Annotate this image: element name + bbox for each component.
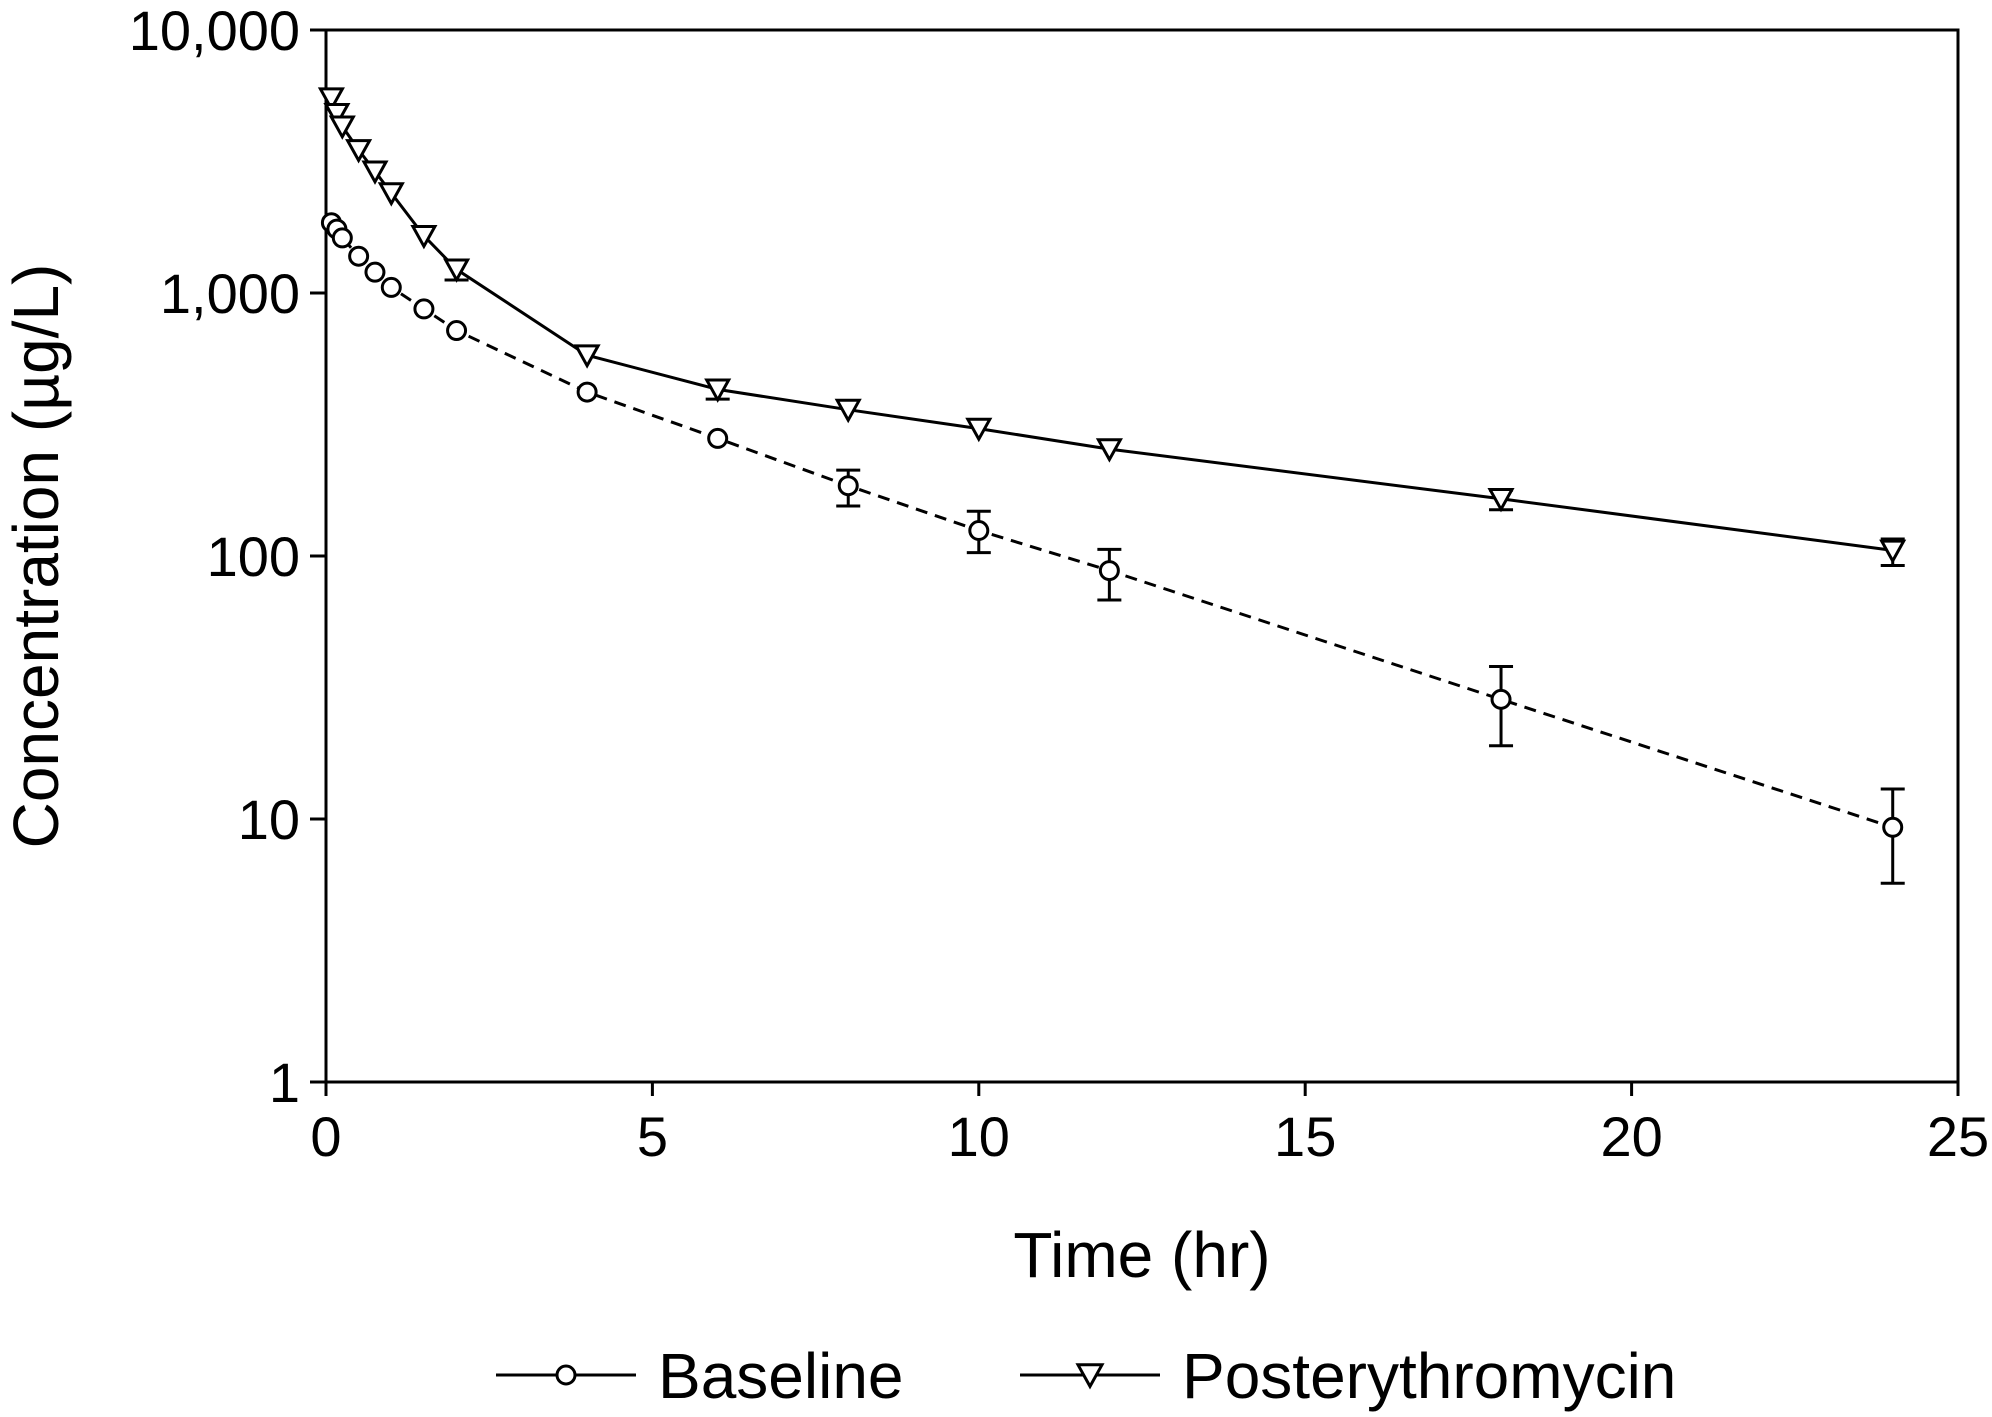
data-point-baseline-10 [837,475,859,497]
y-axis: 1 10 100 1,000 10,000 [129,0,326,1114]
data-point-baseline-2 [331,227,353,249]
data-point-posterythromycin-0 [317,87,345,112]
data-point-posterythromycin-3 [345,139,373,164]
x-axis-title: Time (hr) [1013,1219,1270,1291]
x-tick-label-15: 15 [1274,1105,1336,1168]
legend-item-baseline: Baseline [496,1340,904,1412]
data-point-posterythromycin-8 [573,344,601,369]
data-point-posterythromycin-7 [443,258,471,283]
data-point-posterythromycin-11 [965,417,993,443]
data-point-baseline-11 [968,520,990,542]
legend-marker-posterythromycin [1075,1363,1105,1390]
data-point-baseline-6 [413,298,435,320]
data-point-baseline-5 [380,276,402,298]
series-line-baseline [330,221,1894,829]
series-posterythromycin [317,87,1907,568]
data-point-posterythromycin-14 [1879,539,1907,564]
data-point-posterythromycin-10 [834,398,862,424]
data-point-posterythromycin-1 [323,103,351,128]
legend-marker-baseline [555,1364,577,1386]
data-point-baseline-9 [707,427,729,449]
data-point-baseline-12 [1098,560,1120,582]
data-point-posterythromycin-9 [704,378,732,403]
legend-label-baseline: Baseline [658,1340,904,1412]
data-point-baseline-8 [576,381,598,403]
x-tick-label-10: 10 [948,1105,1010,1168]
y-tick-label-1: 1 [269,1051,300,1114]
legend-label-posterythromycin: Posterythromycin [1182,1340,1676,1412]
data-point-baseline-4 [364,261,386,283]
data-point-posterythromycin-2 [328,115,356,140]
data-point-posterythromycin-5 [377,182,405,207]
y-tick-label-10: 10 [238,788,300,851]
series-line-posterythromycin [329,97,1893,552]
y-tick-label-1000: 1,000 [160,262,300,325]
x-tick-label-0: 0 [310,1105,341,1168]
legend: Baseline Posterythromycin [496,1340,1676,1412]
data-point-baseline-13 [1490,688,1512,710]
series-layer [317,87,1907,885]
plot-frame [324,28,1960,1084]
data-point-baseline-7 [446,320,468,342]
data-point-posterythromycin-6 [410,225,438,250]
legend-item-posterythromycin: Posterythromycin [1020,1340,1676,1412]
x-tick-label-20: 20 [1600,1105,1662,1168]
y-axis-title: Concentration (µg/L) [0,264,72,849]
data-point-posterythromycin-4 [361,160,389,185]
x-tick-label-5: 5 [637,1105,668,1168]
data-point-baseline-14 [1882,816,1904,838]
x-tick-label-25: 25 [1927,1105,1989,1168]
x-axis: 0 5 10 15 20 25 [310,1082,1989,1168]
data-point-posterythromycin-12 [1095,438,1123,463]
plot-area [324,28,1960,1084]
y-tick-label-10000: 10,000 [129,0,300,62]
series-baseline [320,212,1905,885]
y-tick-label-100: 100 [207,525,300,588]
data-point-posterythromycin-13 [1487,488,1515,513]
data-point-baseline-3 [348,245,370,267]
